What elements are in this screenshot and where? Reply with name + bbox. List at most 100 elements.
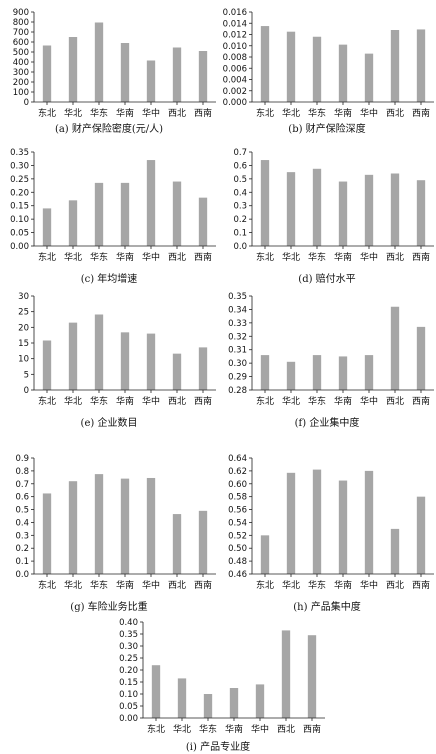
bar-华南 [338,480,348,574]
y-tick-label: 0.5 [233,175,247,185]
bar-东北 [260,160,270,246]
y-tick-label: 0.7 [15,480,29,490]
x-tick-label: 西南 [194,579,212,591]
y-tick-label: 0.20 [10,188,29,198]
x-tick-label: 西北 [168,580,186,591]
x-tick-label: 东北 [256,251,274,263]
bar-西北 [390,30,400,102]
chart-svg: 0.00 0.05 0.10 0.15 0.20 0.25 0.30 0.35 0.40 东北 华北… [119,618,325,735]
x-tick-label: 华北 [64,107,82,119]
y-tick-label: 0.0 [15,570,29,580]
y-tick-label: 0.60 [228,480,247,490]
chart-panel-7: 0.0 0.1 0.2 0.3 0.4 0.5 0.6 0.7 0.8 0.9 东北 华北 华东 华南 华中… [0,452,218,614]
y-tick-label: 0.5 [15,506,29,516]
bar-东北 [42,493,52,574]
y-tick-label: 0.1 [15,557,29,567]
x-tick-label: 西北 [386,108,404,119]
bar-东北 [260,26,270,102]
chart-panel-4: 0.0 0.1 0.2 0.3 0.4 0.5 0.6 0.7 东北 华北 华东 华南 华中 西北 西南 (d… [218,146,436,286]
bar-西南 [416,180,426,246]
x-tick-label: 华东 [199,723,217,735]
axis-lines [251,12,434,103]
y-tick-label: 0.20 [119,666,138,676]
axis-lines [142,622,325,719]
x-tick-label: 华中 [142,395,160,407]
x-tick-label: 华南 [116,251,134,263]
x-tick-label: 华南 [334,579,352,591]
y-tick-label: 800 [13,18,29,28]
axis-lines [33,458,216,575]
y-tick-label: 25 [18,308,29,318]
x-tick-label: 华北 [64,579,82,591]
bar-西南 [307,635,317,718]
y-tick-label: 0.35 [119,630,138,640]
y-tick-label: 0.35 [228,292,247,302]
x-tick-label: 西北 [386,396,404,407]
x-tick-label: 华中 [360,395,378,407]
y-tick-label: 0.28 [228,386,247,396]
y-tick-label: 0.2 [233,215,247,225]
bar-华东 [94,474,104,574]
bar-东北 [42,208,52,246]
x-tick-label: 华北 [64,395,82,407]
y-tick-label: 0.50 [228,544,247,554]
x-tick-label: 东北 [38,579,56,591]
y-tick-label: 700 [13,28,29,38]
y-tick-label: 0.05 [10,229,29,239]
y-tick-label: 0.0 [233,242,247,252]
bar-华北 [68,481,78,574]
x-tick-label: 东北 [256,579,274,591]
bar-华北 [68,37,78,102]
y-tick-label: 0.64 [228,454,247,464]
y-tick-label: 0.012 [223,31,247,41]
bar-华北 [68,200,78,246]
y-tick-label: 0.15 [10,202,29,212]
bar-华中 [146,60,156,102]
y-tick-label: 0.3 [15,531,29,541]
x-tick-label: 华北 [173,723,191,735]
y-tick-label: 0.30 [119,642,138,652]
y-tick-label: 15 [18,339,29,349]
x-tick-label: 西南 [412,395,430,407]
y-tick-label: 600 [13,38,29,48]
x-tick-label: 西北 [386,580,404,591]
axis-lines [33,296,216,391]
bar-华北 [68,322,78,390]
axis-lines [251,152,434,247]
x-tick-label: 华中 [142,251,160,263]
bar-西南 [416,496,426,574]
bar-华北 [286,361,296,390]
x-tick-label: 西北 [168,252,186,263]
chart-caption: (e) 企业数目 [80,418,138,429]
bar-华东 [312,36,322,102]
y-tick-label: 30 [18,292,29,302]
x-tick-label: 华北 [282,251,300,263]
y-tick-label: 0.58 [228,493,247,503]
x-tick-label: 西南 [194,251,212,263]
axis-lines [251,458,434,575]
chart-svg: 0 5 10 15 20 25 30 东北 华北 华东 华南 华中 西北 西南 [18,292,216,407]
y-tick-label: 0.15 [119,678,138,688]
bar-东北 [151,665,161,718]
x-tick-label: 华东 [90,579,108,591]
y-tick-label: 200 [13,78,29,88]
y-tick-label: 0.010 [223,42,247,52]
bar-华东 [94,22,104,102]
x-tick-label: 西南 [412,251,430,263]
y-tick-label: 0.008 [223,53,247,63]
y-tick-label: 10 [18,355,29,365]
bar-西南 [198,347,208,390]
y-tick-label: 5 [24,370,29,380]
x-tick-label: 华南 [334,107,352,119]
bar-西北 [281,630,291,718]
bar-西北 [172,353,182,390]
y-tick-label: 0.00 [10,242,29,252]
y-tick-label: 0.32 [228,332,247,342]
y-tick-label: 0.4 [15,518,29,528]
y-tick-label: 0.30 [228,359,247,369]
y-tick-label: 0.54 [228,518,247,528]
x-tick-label: 华南 [116,107,134,119]
chart-caption: (a) 财产保险密度(元/人) [54,124,164,135]
x-tick-label: 华中 [360,579,378,591]
x-tick-label: 华东 [90,395,108,407]
